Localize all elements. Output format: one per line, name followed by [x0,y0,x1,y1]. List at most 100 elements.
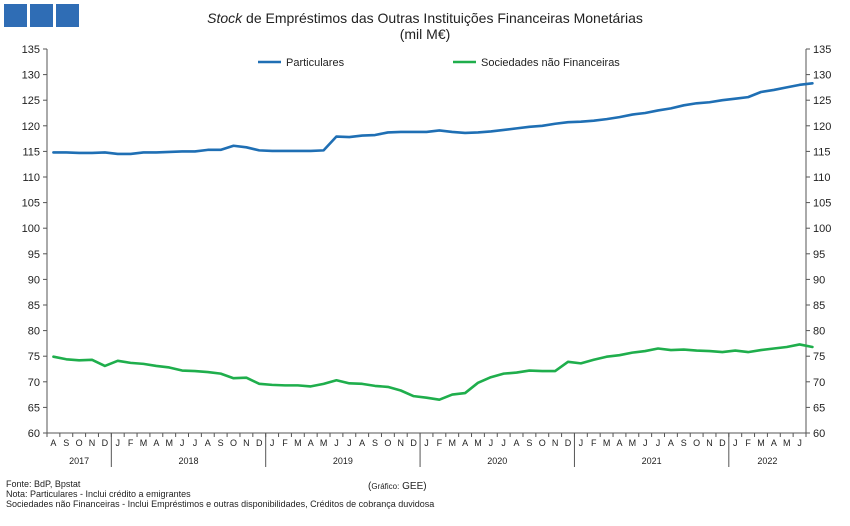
x-tick-label-month: N [706,438,713,448]
y-tick-label-left: 120 [22,121,40,133]
x-tick-label-month: N [89,438,96,448]
y-tick-label-left: 75 [28,351,40,363]
x-tick-label-month: O [384,438,391,448]
x-tick-label-month: D [719,438,726,448]
x-tick-label-month: J [193,438,198,448]
x-tick-label-year: 2020 [487,456,507,466]
x-tick-label-month: M [140,438,148,448]
x-tick-label-month: F [128,438,134,448]
x-tick-label-month: S [63,438,69,448]
x-tick-label-month: A [205,438,211,448]
x-tick-label-month: D [565,438,572,448]
y-tick-label-right: 80 [813,326,825,338]
x-tick-label-month: N [243,438,250,448]
y-tick-label-left: 85 [28,300,40,312]
y-tick-label-left: 125 [22,95,40,107]
y-tick-label-right: 95 [813,249,825,261]
y-tick-label-left: 100 [22,223,40,235]
x-tick-label-month: S [681,438,687,448]
y-tick-label-left: 115 [22,146,40,158]
y-tick-label-left: 95 [28,249,40,261]
x-tick-label-month: S [526,438,532,448]
x-tick-label-month: D [256,438,263,448]
x-tick-label-month: A [153,438,159,448]
y-tick-label-right: 90 [813,274,825,286]
y-tick-label-right: 135 [813,44,831,56]
footer-source: Fonte: BdP, Bpstat [6,479,80,489]
x-tick-label-month: M [629,438,637,448]
x-tick-label-month: J [270,438,275,448]
x-tick-label-month: O [76,438,83,448]
x-tick-label-month: M [474,438,482,448]
y-tick-label-right: 115 [813,146,831,158]
y-tick-label-right: 130 [813,70,831,82]
y-tick-label-left: 70 [28,377,40,389]
x-tick-label-month: J [116,438,121,448]
x-tick-label-month: J [733,438,738,448]
x-tick-label-year: 2019 [333,456,353,466]
y-tick-label-left: 135 [22,44,40,56]
x-tick-label-month: D [102,438,109,448]
y-tick-label-right: 75 [813,351,825,363]
x-tick-label-month: F [745,438,751,448]
y-tick-label-left: 110 [22,172,40,184]
x-tick-label-month: J [334,438,339,448]
x-tick-label-month: J [579,438,584,448]
x-tick-label-year: 2017 [69,456,89,466]
x-tick-label-month: N [398,438,405,448]
y-tick-label-left: 65 [28,402,40,414]
x-tick-label-month: O [693,438,700,448]
series-line-1 [53,83,812,154]
x-tick-label-month: M [294,438,302,448]
x-tick-label-month: J [656,438,661,448]
x-tick-label-month: A [462,438,468,448]
y-tick-label-right: 85 [813,300,825,312]
x-tick-label-month: O [230,438,237,448]
x-tick-label-month: A [308,438,314,448]
x-tick-label-month: J [501,438,506,448]
y-tick-label-left: 60 [28,428,40,440]
x-tick-label-month: J [643,438,648,448]
x-tick-label-month: M [320,438,328,448]
x-tick-label-month: A [668,438,674,448]
x-tick-label-month: A [514,438,520,448]
footer-note-2: Sociedades não Financeiras - Inclui Empr… [6,499,434,509]
x-tick-label-month: J [424,438,429,448]
y-tick-label-right: 60 [813,428,825,440]
y-tick-label-right: 120 [813,121,831,133]
x-tick-label-month: F [437,438,443,448]
y-tick-label-right: 125 [813,95,831,107]
x-tick-label-year: 2018 [178,456,198,466]
x-tick-label-year: 2021 [642,456,662,466]
x-tick-label-month: J [180,438,185,448]
legend-label-1: Particulares [286,57,345,69]
y-tick-label-right: 65 [813,402,825,414]
footer-note-1: Nota: Particulares - Inclui crédito a em… [6,489,191,499]
x-tick-label-month: S [372,438,378,448]
x-tick-label-month: J [347,438,352,448]
x-tick-label-month: A [771,438,777,448]
y-tick-label-right: 105 [813,198,831,210]
chart-credit-value: GEE [402,481,423,492]
chart-credit-label: Gráfico: [371,482,399,491]
x-tick-label-month: N [552,438,559,448]
x-tick-label-month: M [603,438,611,448]
x-tick-label-month: M [783,438,791,448]
x-tick-label-month: F [591,438,597,448]
x-tick-label-month: A [616,438,622,448]
y-tick-label-right: 110 [813,172,831,184]
y-tick-label-right: 70 [813,377,825,389]
x-tick-label-month: M [448,438,456,448]
y-tick-label-left: 80 [28,326,40,338]
y-tick-label-right: 100 [813,223,831,235]
chart-credit: (Gráfico: GEE) [368,481,427,492]
x-tick-label-month: S [218,438,224,448]
x-tick-label-month: A [50,438,56,448]
x-tick-label-year: 2022 [757,456,777,466]
x-tick-label-month: M [165,438,173,448]
x-tick-label-month: A [359,438,365,448]
x-tick-label-month: O [539,438,546,448]
x-tick-label-month: J [797,438,802,448]
x-tick-label-month: J [489,438,494,448]
